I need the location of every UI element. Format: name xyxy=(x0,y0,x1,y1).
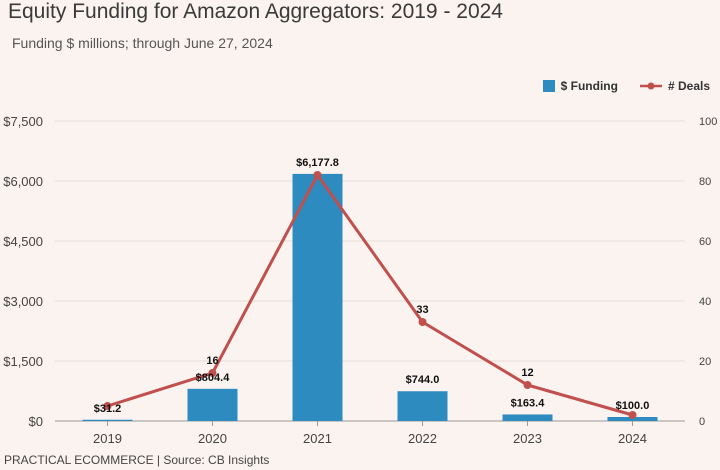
y-right-tick-label: 60 xyxy=(699,236,711,248)
bar-data-label: $31.2 xyxy=(94,403,122,415)
legend-item-funding[interactable]: $ Funding xyxy=(542,79,618,93)
x-tick-label: 2023 xyxy=(513,431,542,446)
legend-label-funding: $ Funding xyxy=(560,79,618,93)
y-left-tick-label: $0 xyxy=(29,414,43,429)
y-right-tick-label: 20 xyxy=(699,356,711,368)
deals-point xyxy=(208,369,217,377)
y-right-tick-label: 80 xyxy=(699,176,711,188)
bar-data-label: $6,177.8 xyxy=(296,157,339,169)
bar-swatch-icon xyxy=(542,80,555,92)
x-tick-label: 2024 xyxy=(618,431,647,446)
chart-footer: PRACTICAL ECOMMERCE | Source: CB Insight… xyxy=(4,453,270,467)
x-tick-label: 2020 xyxy=(198,431,227,446)
bar-data-label: $744.0 xyxy=(406,374,440,386)
bar xyxy=(82,419,133,421)
deals-point xyxy=(628,411,637,419)
deals-point xyxy=(103,402,112,410)
deals-data-label: 33 xyxy=(416,304,428,316)
y-left-tick-label: $4,500 xyxy=(3,234,43,249)
y-left-tick-label: $1,500 xyxy=(3,354,43,369)
deals-point xyxy=(313,171,322,179)
y-right-tick-label: 100 xyxy=(699,116,717,128)
y-left-tick-label: $6,000 xyxy=(3,174,43,189)
bar xyxy=(187,388,238,421)
x-tick-label: 2019 xyxy=(93,431,122,446)
bar-data-label: $804.4 xyxy=(196,372,231,384)
x-tick-label: 2021 xyxy=(303,431,332,446)
bar-data-label: $100.0 xyxy=(616,400,650,412)
deals-point xyxy=(418,318,427,326)
y-left-tick-label: $7,500 xyxy=(3,114,43,129)
bar xyxy=(397,391,448,421)
deals-data-label: 12 xyxy=(521,367,533,379)
bar xyxy=(292,173,343,421)
line-marker-icon xyxy=(639,82,662,90)
chart-title: Equity Funding for Amazon Aggregators: 2… xyxy=(8,0,503,23)
bar xyxy=(502,414,553,421)
y-left-tick-label: $3,000 xyxy=(3,294,43,309)
bar-data-label: $163.4 xyxy=(511,397,546,409)
deals-data-label: 16 xyxy=(206,355,218,367)
chart-subtitle: Funding $ millions; through June 27, 202… xyxy=(12,35,273,51)
y-right-tick-label: 40 xyxy=(699,296,711,308)
y-right-tick-label: 0 xyxy=(699,416,705,428)
deals-line xyxy=(107,173,633,417)
x-tick-label: 2022 xyxy=(408,431,437,446)
deals-point xyxy=(523,381,532,389)
chart-legend: $ Funding # Deals xyxy=(542,79,710,93)
legend-item-deals[interactable]: # Deals xyxy=(639,79,710,93)
legend-label-deals: # Deals xyxy=(667,79,710,93)
